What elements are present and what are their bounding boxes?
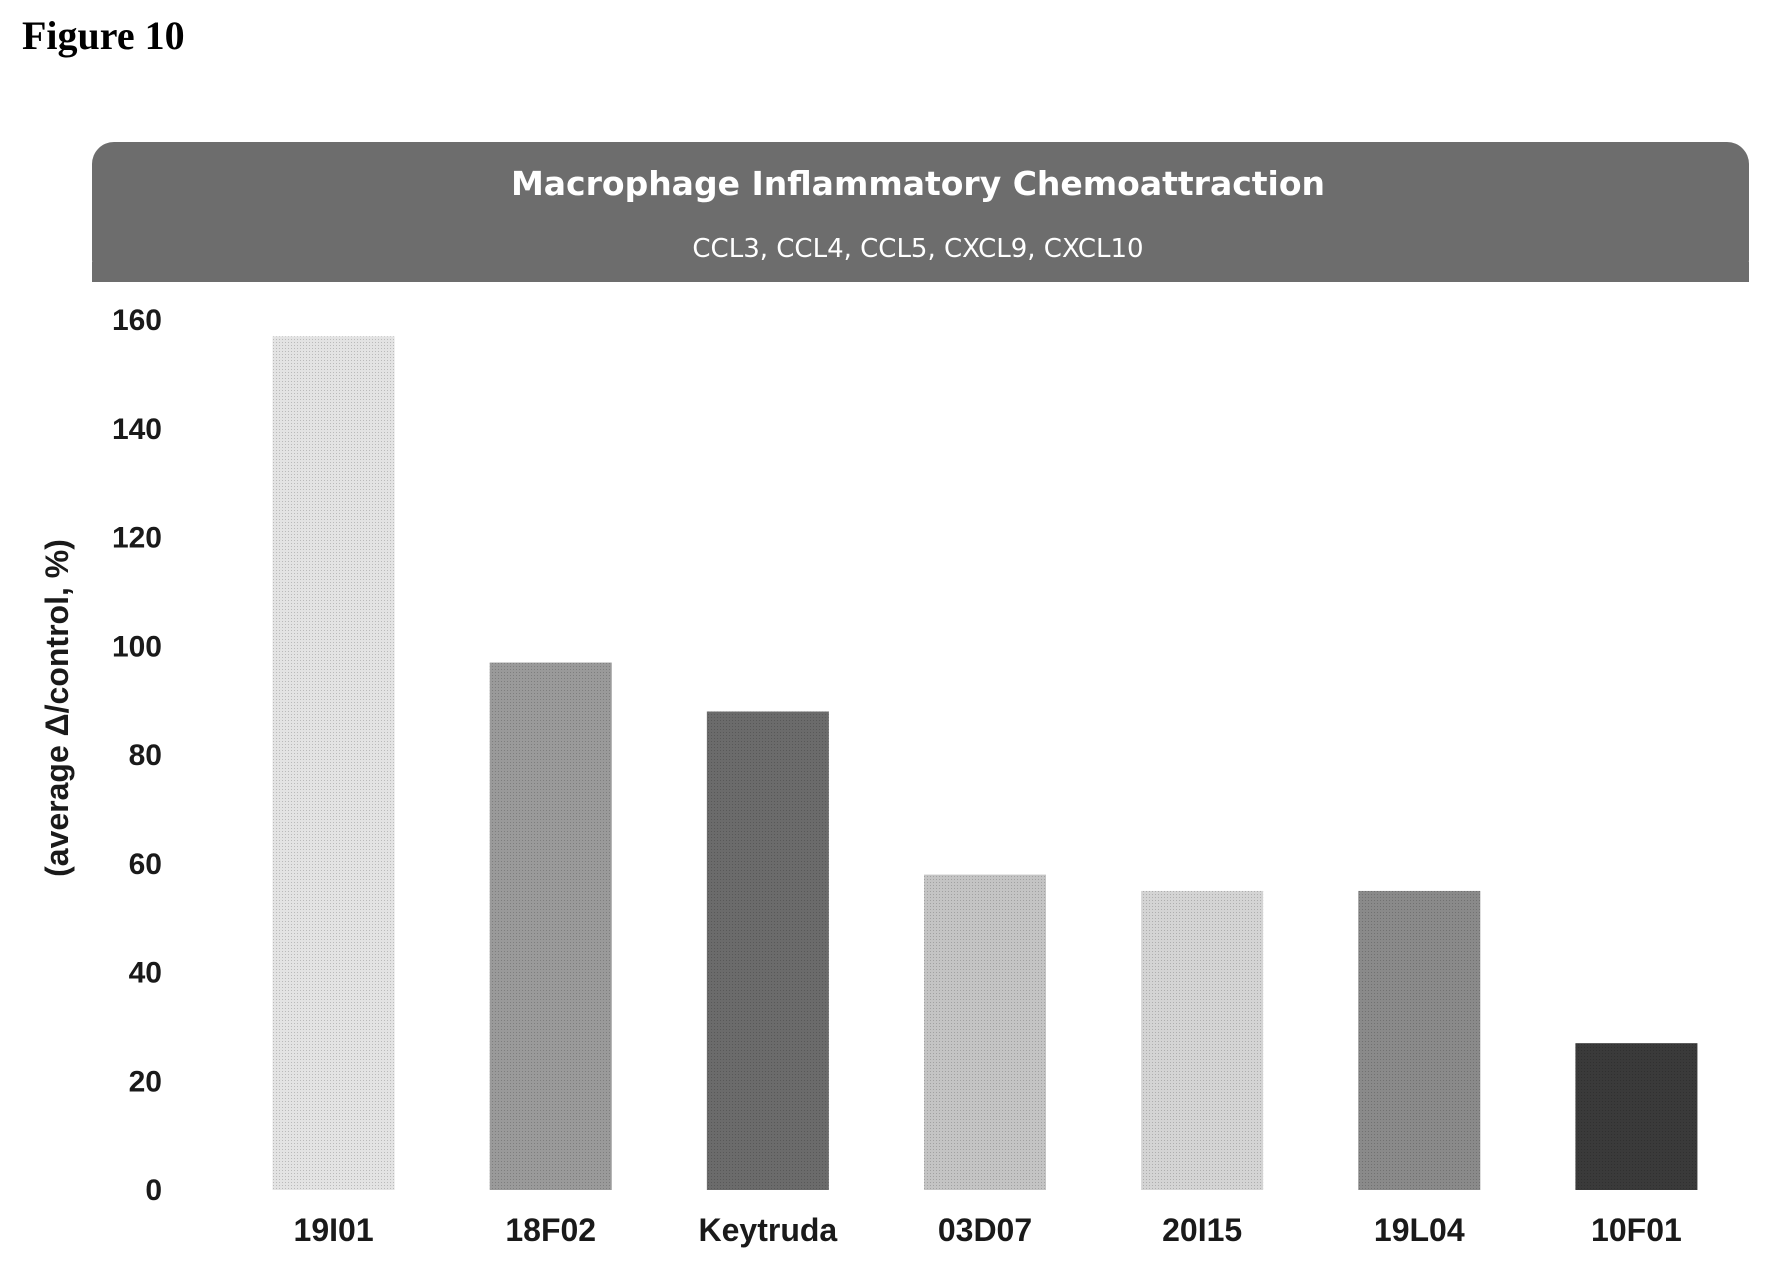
bar-texture — [1141, 890, 1264, 1190]
y-tick-label: 60 — [129, 848, 162, 881]
bar — [272, 336, 395, 1190]
bar-texture — [489, 662, 612, 1190]
x-tick-label: 10F01 — [1591, 1212, 1682, 1248]
bar-texture — [272, 336, 395, 1190]
y-tick-label: 140 — [112, 413, 162, 446]
bar — [1575, 1043, 1698, 1190]
x-axis-labels: 19I01 18F02 Keytruda 03D07 20I15 19L04 10F01 — [294, 1212, 1682, 1248]
x-tick-label: 03D07 — [938, 1212, 1032, 1248]
x-tick-label: 19I01 — [294, 1212, 374, 1248]
figure-title: Figure 10 — [22, 13, 185, 58]
bar — [1141, 890, 1264, 1190]
y-tick-label: 80 — [129, 739, 162, 772]
bar-texture — [924, 874, 1046, 1190]
y-axis-ticks: 0 20 40 60 80 100 120 140 160 — [112, 304, 162, 1207]
chart-header-banner — [92, 142, 1749, 282]
chart-subtitle: CCL3, CCL4, CCL5, CXCL9, CXCL10 — [692, 234, 1143, 264]
chart-header: Macrophage Inflammatory Chemoattraction … — [92, 142, 1749, 282]
y-tick-label: 40 — [129, 957, 162, 990]
x-tick-label: 20I15 — [1162, 1212, 1242, 1248]
y-tick-label: 20 — [129, 1065, 162, 1098]
bar-texture — [1575, 1043, 1698, 1190]
y-tick-label: 100 — [112, 630, 162, 663]
x-tick-label: 19L04 — [1374, 1212, 1465, 1248]
y-tick-label: 0 — [145, 1174, 162, 1207]
x-tick-label: Keytruda — [699, 1212, 838, 1248]
y-tick-label: 120 — [112, 522, 162, 555]
bar — [924, 874, 1046, 1190]
chart-header-banner-base — [92, 262, 1749, 282]
bar — [706, 711, 829, 1190]
bars — [272, 336, 1698, 1190]
bar — [1358, 890, 1481, 1190]
bar — [489, 662, 612, 1190]
x-tick-label: 18F02 — [505, 1212, 596, 1248]
bar-texture — [706, 711, 829, 1190]
chart-title: Macrophage Inflammatory Chemoattraction — [511, 164, 1325, 203]
y-tick-label: 160 — [112, 304, 162, 337]
y-axis-title: (average Δ/control, %) — [39, 539, 75, 877]
bar-texture — [1358, 890, 1481, 1190]
